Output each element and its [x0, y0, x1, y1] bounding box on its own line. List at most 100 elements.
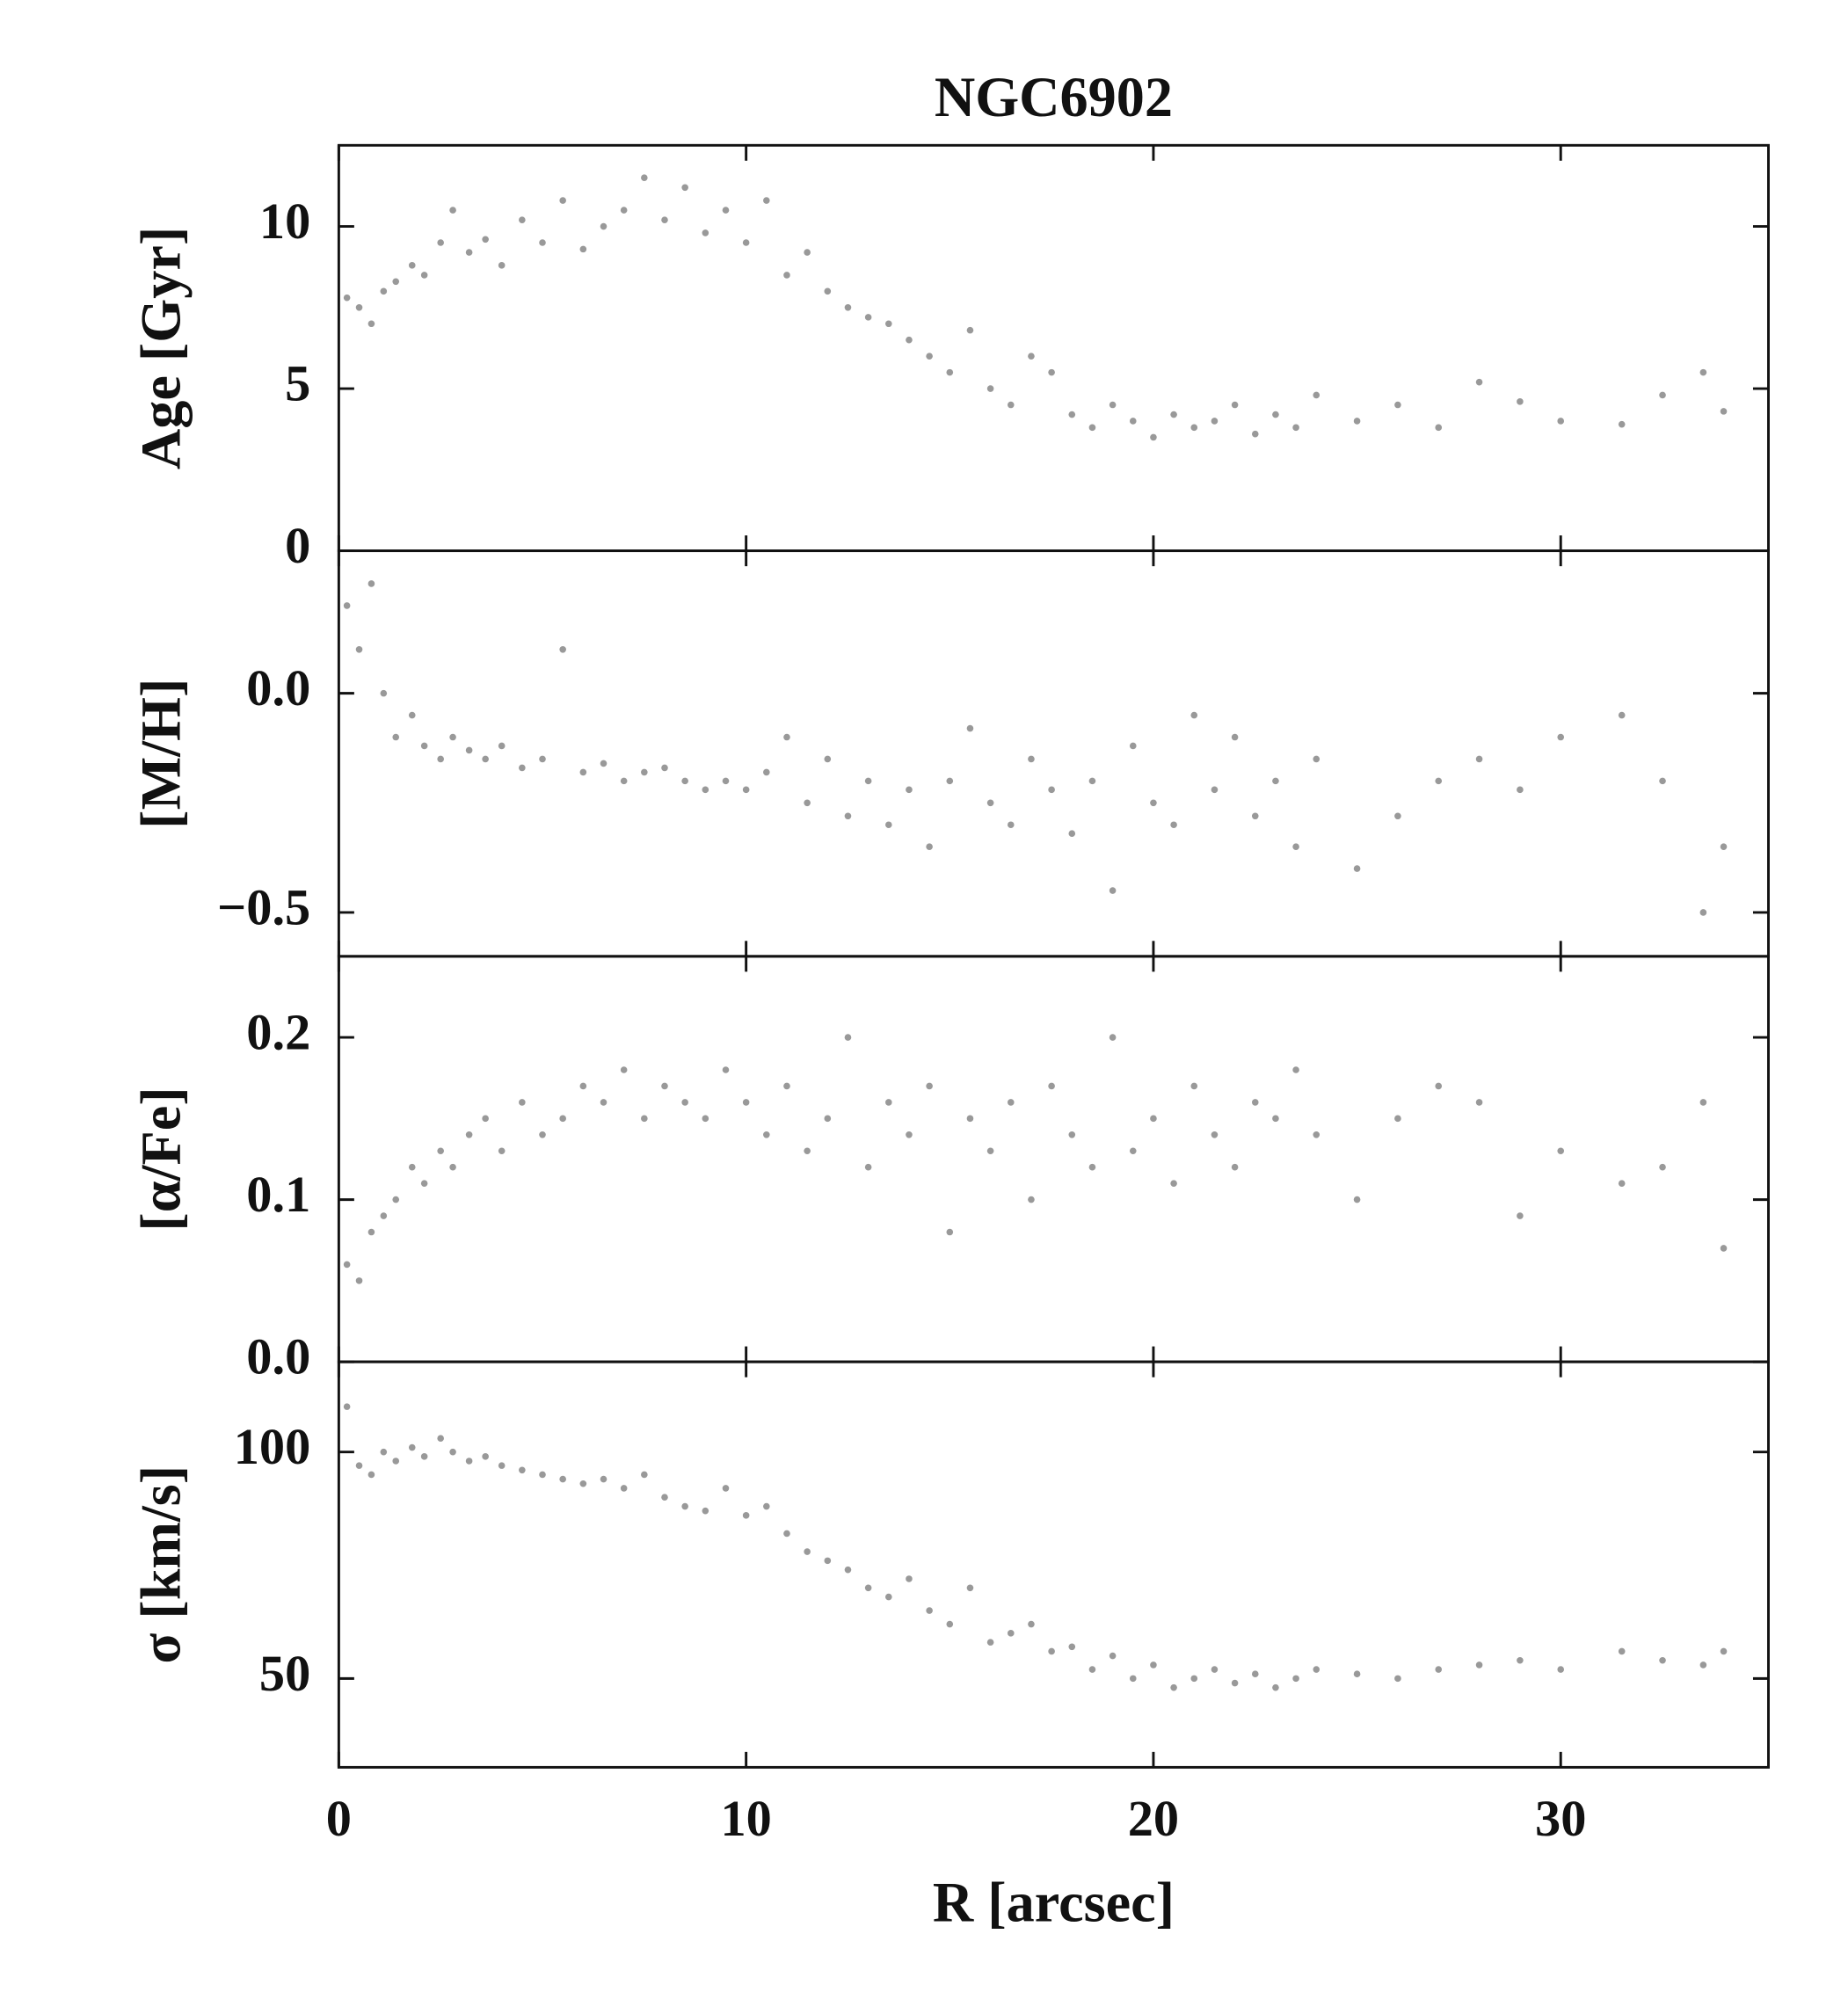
point	[559, 645, 566, 653]
x-tick-label: 10	[720, 1790, 771, 1847]
point	[1048, 1082, 1055, 1090]
point	[1618, 1647, 1626, 1655]
point	[559, 1115, 566, 1123]
point	[579, 1082, 587, 1090]
point	[702, 1507, 709, 1515]
point	[498, 1147, 506, 1155]
point	[539, 239, 546, 246]
point	[906, 336, 913, 344]
point	[1190, 424, 1198, 432]
point	[986, 1147, 994, 1155]
point	[1007, 401, 1015, 409]
point	[482, 755, 489, 763]
point	[1292, 424, 1299, 432]
x-tick-label: 0	[326, 1790, 352, 1847]
point	[1618, 711, 1626, 719]
point	[539, 1131, 546, 1138]
y-tick-label: 50	[259, 1645, 310, 1702]
x-axis-label: R [arcsec]	[933, 1872, 1175, 1934]
point	[1028, 1620, 1035, 1628]
point	[437, 1147, 444, 1155]
point	[1211, 1131, 1219, 1138]
point	[1272, 1115, 1279, 1123]
point	[1475, 1099, 1483, 1106]
point	[408, 711, 416, 719]
point	[620, 1485, 628, 1492]
y-axis-label: σ [km/s]	[129, 1465, 192, 1664]
point	[1048, 368, 1055, 376]
point	[1353, 865, 1361, 872]
point	[1720, 1245, 1728, 1252]
point	[1720, 408, 1728, 415]
chart-title: NGC6902	[935, 66, 1173, 128]
point	[1251, 430, 1259, 438]
point	[1088, 1666, 1096, 1673]
point	[864, 314, 872, 321]
point	[1251, 812, 1259, 820]
point	[420, 742, 428, 750]
point	[600, 1475, 608, 1483]
point	[783, 1530, 790, 1538]
point	[355, 1462, 363, 1469]
point	[343, 602, 351, 609]
point	[1048, 1647, 1055, 1655]
point	[1028, 353, 1035, 360]
plot-frame	[337, 549, 1770, 958]
point	[1190, 1082, 1198, 1090]
point	[1475, 1661, 1483, 1669]
point	[926, 843, 933, 850]
point	[539, 755, 546, 763]
point	[681, 1502, 688, 1510]
y-tick-label: 100	[234, 1418, 311, 1475]
point	[1659, 1163, 1666, 1171]
point	[986, 385, 994, 392]
point	[763, 768, 770, 776]
point	[1394, 401, 1401, 409]
point	[1028, 755, 1035, 763]
point	[1211, 786, 1219, 794]
point	[343, 1403, 351, 1410]
y-axis-label: Age [Gyr]	[129, 227, 192, 469]
point	[702, 1115, 709, 1123]
point	[1028, 1196, 1035, 1203]
point	[1699, 1661, 1707, 1669]
point	[1251, 1670, 1259, 1678]
point	[392, 1458, 400, 1465]
y-tick-label: 5	[285, 354, 310, 411]
point	[1313, 755, 1321, 763]
point	[408, 262, 416, 269]
point	[1048, 786, 1055, 794]
point	[392, 1196, 400, 1203]
point	[661, 1494, 668, 1501]
point	[465, 1131, 473, 1138]
point	[1190, 1675, 1198, 1683]
point	[1150, 1661, 1157, 1669]
point	[1129, 418, 1137, 425]
point	[343, 1261, 351, 1269]
y-tick-label: −0.5	[217, 878, 310, 935]
point	[1618, 1180, 1626, 1187]
point	[906, 1131, 913, 1138]
point	[1109, 401, 1117, 409]
point	[1068, 1643, 1076, 1651]
point	[926, 353, 933, 360]
point	[885, 1099, 892, 1106]
point	[783, 733, 790, 741]
point	[1007, 821, 1015, 829]
point	[641, 768, 648, 776]
plot-frame	[337, 955, 1770, 1363]
point	[1699, 368, 1707, 376]
point	[355, 1277, 363, 1284]
point	[641, 1115, 648, 1123]
point	[465, 746, 473, 754]
point	[392, 733, 400, 741]
y-tick-label: 0	[285, 517, 310, 574]
point	[437, 755, 444, 763]
point	[1231, 1163, 1239, 1171]
point	[1292, 1675, 1299, 1683]
point	[1353, 418, 1361, 425]
point	[620, 1066, 628, 1073]
point	[661, 216, 668, 223]
point	[1475, 755, 1483, 763]
point	[1394, 812, 1401, 820]
